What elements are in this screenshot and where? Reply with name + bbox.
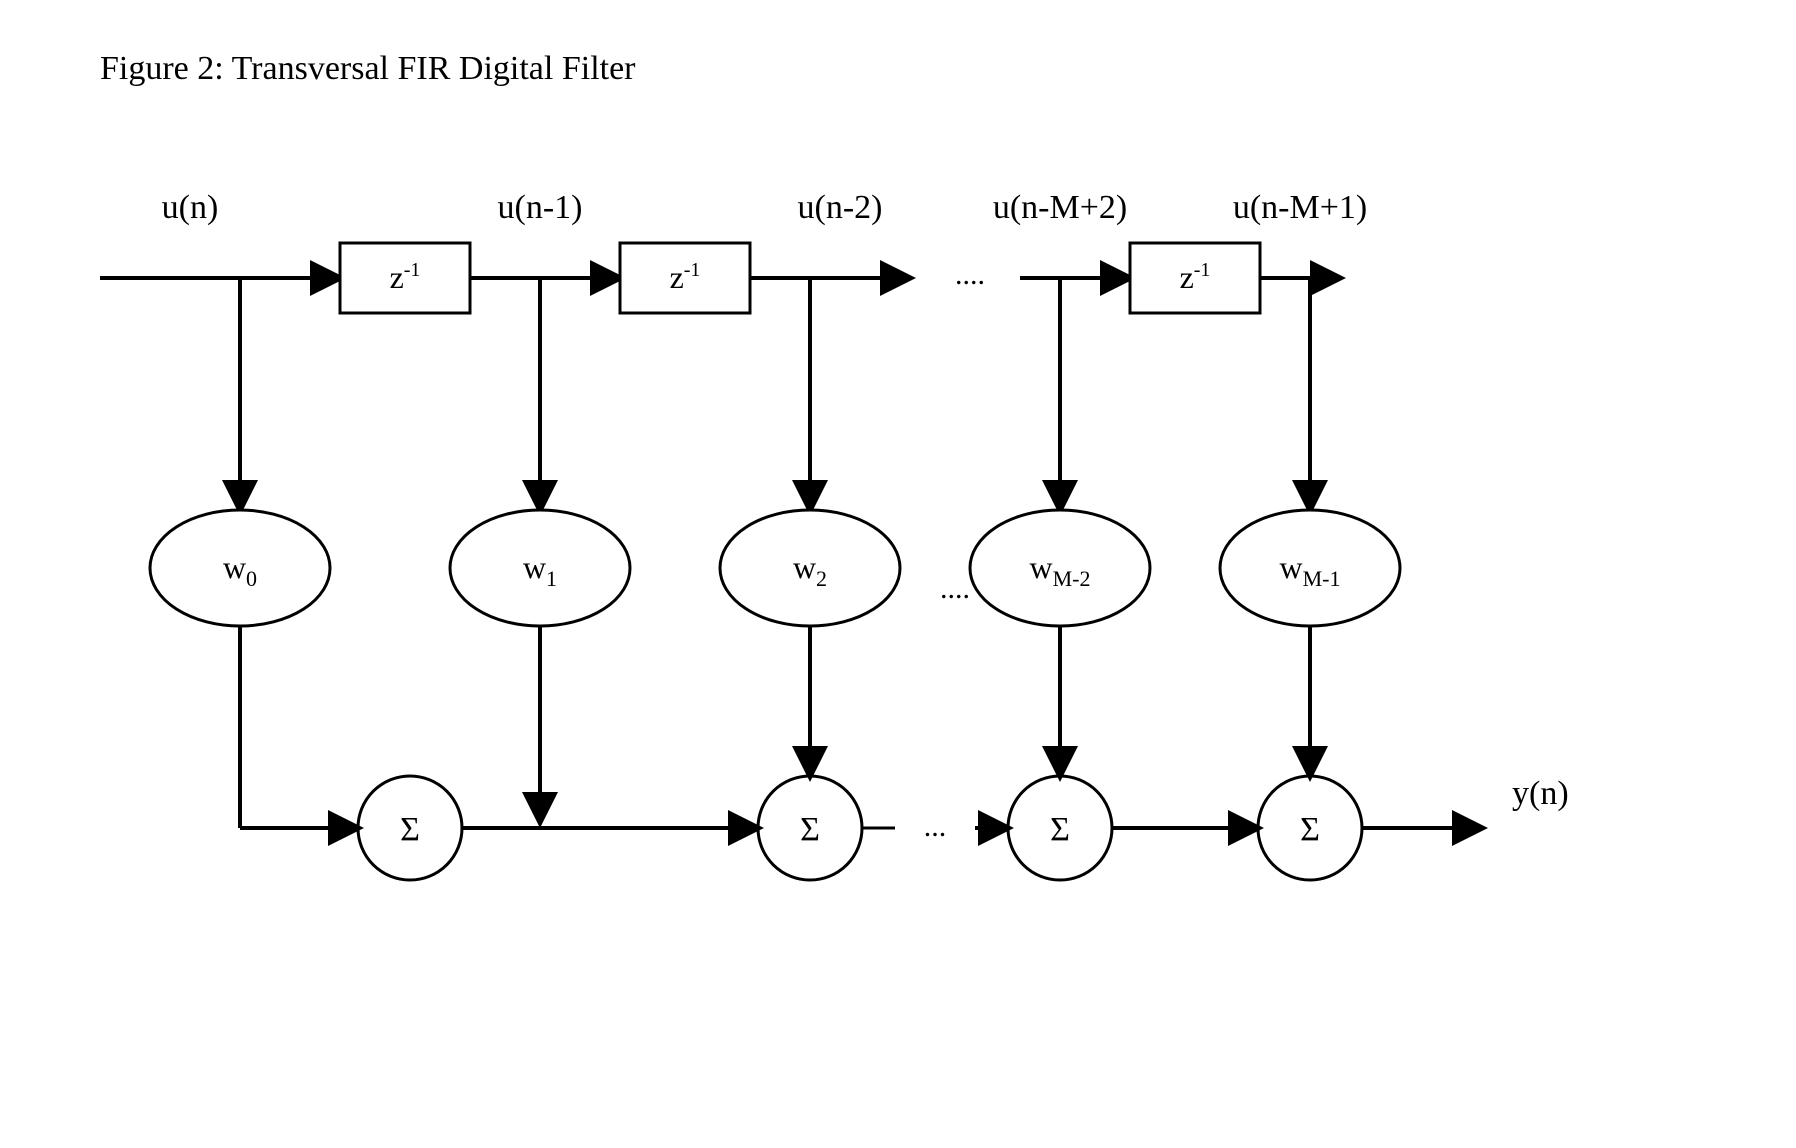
signal-label: u(n-2) xyxy=(798,189,883,226)
sum-symbol: Σ xyxy=(1300,811,1320,848)
signal-label: u(n-M+1) xyxy=(1233,189,1367,226)
signal-label: u(n-M+2) xyxy=(993,189,1127,226)
sum-symbol: Σ xyxy=(400,811,420,848)
figure-title: Figure 2: Transversal FIR Digital Filter xyxy=(100,50,1756,88)
sum-symbol: Σ xyxy=(800,811,820,848)
fir-diagram: z-1z-1....z-1u(n)u(n-1)u(n-2)u(n-M+2)u(n… xyxy=(40,128,1760,1108)
sum-symbol: Σ xyxy=(1050,811,1070,848)
signal-label: u(n) xyxy=(162,189,219,226)
signal-label: u(n-1) xyxy=(498,189,583,226)
ellipsis: .... xyxy=(955,258,985,291)
ellipsis: .... xyxy=(940,572,970,605)
output-label: y(n) xyxy=(1512,775,1569,812)
ellipsis: ... xyxy=(924,810,947,843)
